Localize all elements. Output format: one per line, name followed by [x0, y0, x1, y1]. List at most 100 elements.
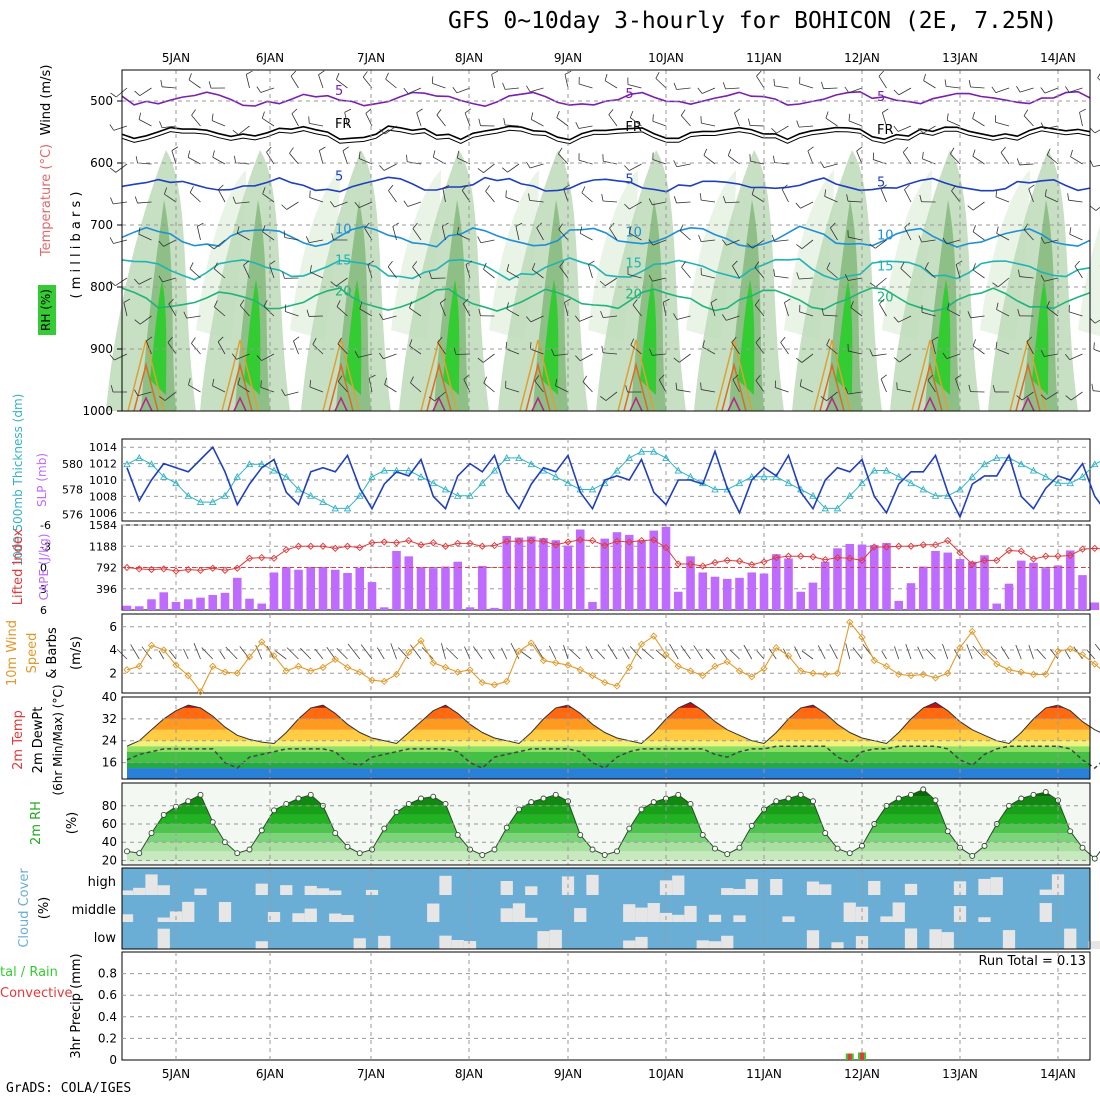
wind-barb	[478, 308, 495, 317]
wind-barb-staff	[145, 340, 152, 355]
wind-barb-flag	[134, 90, 141, 96]
wind-barb-staff	[556, 117, 569, 127]
surface-wind-barb	[225, 646, 238, 660]
wind-speed-point	[160, 646, 168, 654]
wind-speed-point	[650, 632, 658, 640]
rh-point	[601, 852, 608, 858]
wind-barb	[600, 310, 618, 319]
wind-barb-staff	[725, 201, 740, 204]
wind-barb-flag	[844, 86, 850, 93]
day-label-bottom: 8JAN	[455, 1067, 483, 1081]
wind-barb-staff	[309, 197, 324, 203]
wind-barb-flag	[574, 315, 580, 322]
wind-barb-flag	[477, 236, 482, 243]
rh-point	[307, 791, 314, 798]
wind-speed-point	[233, 669, 241, 677]
wind-barb-staff	[1044, 277, 1059, 282]
cloud-bar	[316, 888, 330, 895]
thickness-point	[637, 447, 646, 455]
day-label-top: 13JAN	[942, 51, 978, 65]
wind-speed-point	[601, 678, 609, 687]
surface-wind-barb	[510, 643, 520, 660]
thickness-point	[980, 460, 989, 468]
wind-barb	[946, 113, 961, 127]
cloud-bar	[133, 887, 146, 895]
isotherm-line	[121, 125, 1091, 141]
temp-band	[127, 702, 1090, 708]
wind-barb-flag	[158, 275, 163, 283]
wind-barb	[309, 380, 324, 393]
cape-bar	[220, 592, 230, 610]
wind-barb-staff	[630, 117, 642, 127]
wind-barb	[820, 81, 838, 90]
wind-barb-staff	[409, 307, 422, 317]
wind-barb	[673, 196, 691, 204]
wind-barb-staff	[529, 163, 544, 169]
wind-barb	[784, 298, 791, 317]
wind-barb-flag	[464, 108, 472, 114]
wind-barb-flag	[673, 313, 678, 320]
lifted-index-point	[968, 560, 976, 568]
wind-barb-flag	[582, 375, 588, 382]
wind-barb-flag	[992, 385, 996, 393]
cape-bar	[698, 572, 708, 610]
wind-barb	[293, 336, 300, 355]
wind-barb-staff	[680, 115, 691, 127]
wind-barb	[211, 113, 226, 127]
rh-point	[626, 825, 633, 832]
lifted-index-point	[895, 542, 903, 550]
wind-barb-flag	[904, 184, 910, 190]
wind-barb-staff	[412, 266, 422, 279]
wind-barb	[826, 338, 838, 355]
wind-barb-staff	[507, 163, 520, 173]
wind-barb-flag	[109, 354, 115, 361]
isotherm-line	[121, 129, 1091, 145]
wind-barb-staff	[826, 391, 838, 401]
wind-barb-flag	[506, 264, 510, 272]
cape-bar	[808, 582, 818, 610]
wind-barb	[134, 277, 152, 285]
cape-bar	[502, 535, 512, 610]
surface-wind-barb	[548, 645, 557, 660]
wind-barb-flag	[1091, 383, 1094, 391]
wind-barb	[1016, 391, 1034, 401]
wind-barb-staff	[559, 266, 569, 279]
wind-barb-staff	[727, 155, 740, 165]
temp-line	[126, 701, 1100, 747]
wind-barb-flag	[918, 235, 923, 243]
wind-barb-staff	[848, 120, 863, 127]
wind-barb	[529, 342, 544, 355]
wind-barb-flag	[406, 154, 408, 162]
wind-barb	[722, 195, 740, 204]
wind-barb-flag	[385, 72, 389, 80]
wind-barb-flag	[312, 338, 317, 345]
wind-barb	[281, 201, 299, 210]
wind-barb	[673, 313, 691, 320]
wind-barb-flag	[123, 298, 131, 303]
cape-bar	[183, 599, 193, 610]
wind-barb-staff	[407, 201, 422, 207]
wind-barb-staff	[679, 353, 691, 363]
thickness-point	[245, 460, 254, 468]
wind-barb-staff	[898, 87, 912, 96]
wind-barb	[799, 379, 814, 393]
lifted-index-point	[821, 556, 829, 564]
wind-barb-staff	[946, 86, 961, 89]
wind-barb-flag	[807, 146, 814, 152]
wind-barb-flag	[955, 260, 963, 265]
wind-barb-staff	[388, 190, 397, 203]
wind-barb-flag	[968, 80, 971, 88]
wind-barb-flag	[384, 377, 387, 385]
wind-barb-flag	[681, 261, 686, 268]
wind-barb	[575, 353, 593, 362]
cape-bar	[453, 561, 463, 610]
wind-barb-staff	[1044, 353, 1059, 357]
wind-barb	[991, 86, 1010, 93]
wind-barb-staff	[652, 201, 667, 206]
wind-barb-staff	[655, 78, 667, 89]
day-label-bottom: 12JAN	[844, 1067, 880, 1081]
wind-barb-staff	[995, 87, 1010, 93]
lifted-index-point	[564, 538, 572, 546]
wind-barb-flag	[780, 336, 786, 343]
wind-barb-staff	[505, 87, 520, 90]
